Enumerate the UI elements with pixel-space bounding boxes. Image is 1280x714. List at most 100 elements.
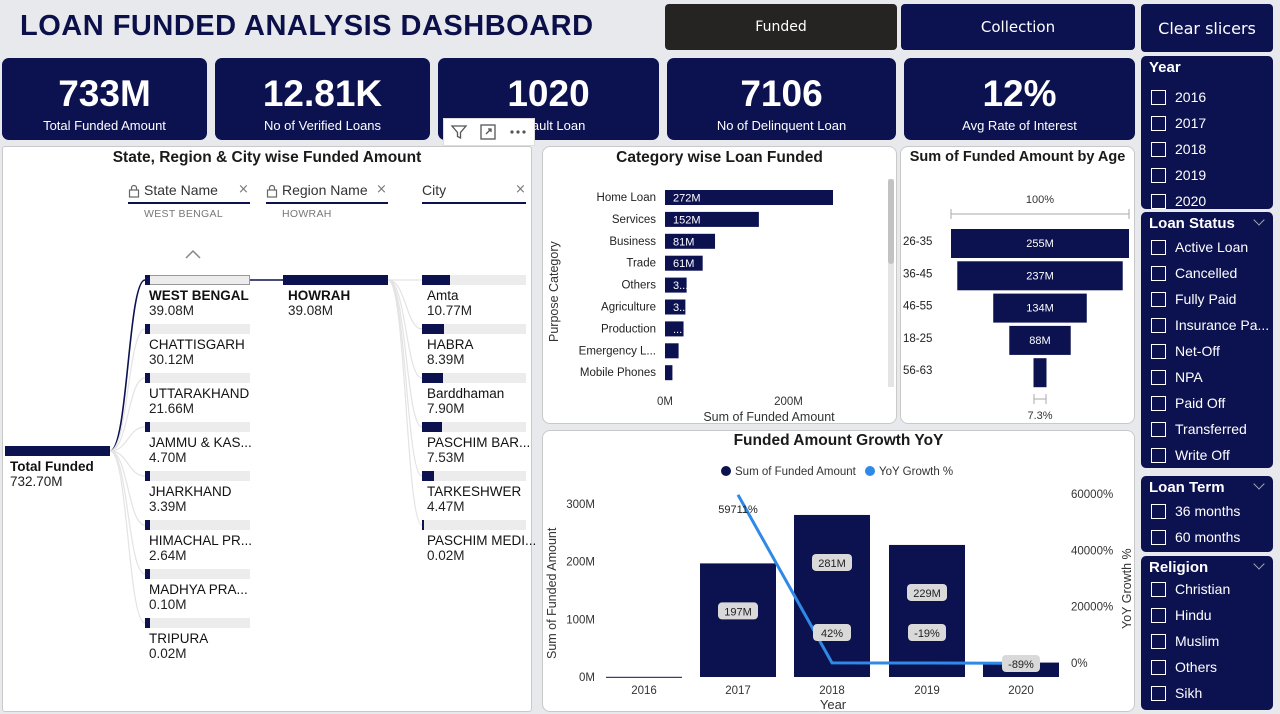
checkbox[interactable] — [1151, 421, 1166, 437]
clear-slicers-button[interactable]: Clear slicers — [1141, 4, 1273, 52]
state-bar[interactable] — [145, 275, 150, 285]
funnel-bar[interactable] — [957, 261, 1123, 291]
slicer-option[interactable]: Fully Paid — [1141, 286, 1273, 312]
funnel-bar[interactable] — [993, 293, 1087, 323]
category-bar[interactable] — [665, 343, 679, 359]
state-bar[interactable] — [145, 324, 150, 334]
state-bar-track[interactable] — [145, 471, 250, 481]
filter-icon[interactable] — [449, 122, 469, 142]
state-bar-track[interactable] — [145, 373, 250, 383]
slicer-option[interactable]: Active Loan — [1141, 234, 1273, 260]
state-bar-track[interactable] — [145, 422, 250, 432]
city-bar[interactable] — [422, 422, 442, 432]
funded-nav-button[interactable]: Funded — [665, 4, 897, 50]
city-bar-track[interactable] — [422, 324, 526, 334]
city-bar-track[interactable] — [422, 275, 526, 285]
state-bar-track[interactable] — [145, 520, 250, 530]
city-bar[interactable] — [422, 275, 450, 285]
growth-bar[interactable] — [889, 544, 965, 677]
checkbox[interactable] — [1151, 529, 1166, 545]
checkbox[interactable] — [1151, 369, 1166, 385]
checkbox[interactable] — [1151, 685, 1166, 701]
growth-bar[interactable] — [606, 676, 682, 678]
checkbox[interactable] — [1151, 239, 1166, 255]
slicer-option[interactable]: 60 months — [1141, 524, 1273, 550]
slicer-option[interactable]: Transferred — [1141, 416, 1273, 442]
collection-nav-button[interactable]: Collection — [901, 4, 1135, 50]
city-bar-track[interactable] — [422, 373, 526, 383]
slicer-option[interactable]: Others — [1141, 654, 1273, 680]
slicer-option[interactable]: 2019 — [1141, 162, 1273, 188]
state-bar-track[interactable] — [145, 275, 250, 285]
remove-level-icon[interactable]: × — [376, 182, 387, 197]
category-bar[interactable] — [665, 277, 687, 293]
root-bar[interactable] — [5, 446, 110, 456]
checkbox[interactable] — [1151, 291, 1166, 307]
growth-bar[interactable] — [794, 514, 870, 677]
category-bar[interactable] — [665, 211, 759, 227]
slicer-option[interactable]: Insurance Pa... — [1141, 312, 1273, 338]
state-bar[interactable] — [145, 373, 150, 383]
yoy-growth-line[interactable] — [736, 494, 1022, 665]
state-bar-track[interactable] — [145, 324, 250, 334]
city-bar[interactable] — [422, 373, 443, 383]
checkbox[interactable] — [1151, 503, 1166, 519]
checkbox[interactable] — [1151, 447, 1166, 463]
checkbox[interactable] — [1151, 317, 1166, 333]
category-bar[interactable] — [665, 190, 833, 205]
slicer-option[interactable]: Muslim — [1141, 628, 1273, 654]
checkbox[interactable] — [1151, 659, 1166, 675]
slicer-option[interactable]: Christian — [1141, 576, 1273, 602]
slicer-option[interactable]: 2018 — [1141, 136, 1273, 162]
checkbox[interactable] — [1151, 343, 1166, 359]
city-bar-track[interactable] — [422, 422, 526, 432]
funnel-bar[interactable] — [1033, 358, 1047, 388]
slicer-option[interactable]: Hindu — [1141, 602, 1273, 628]
slicer-option[interactable]: NPA — [1141, 364, 1273, 390]
state-bar[interactable] — [145, 618, 150, 628]
scroll-up-chevron-icon[interactable] — [184, 248, 202, 260]
state-bar[interactable] — [145, 569, 150, 579]
city-bar-track[interactable] — [422, 520, 526, 530]
category-bar[interactable] — [665, 299, 686, 315]
state-bar[interactable] — [145, 471, 150, 481]
category-bar[interactable] — [665, 255, 703, 271]
city-bar[interactable] — [422, 520, 424, 530]
more-options-icon[interactable] — [507, 122, 529, 142]
slicer-option[interactable]: Sikh — [1141, 680, 1273, 706]
slicer-option[interactable]: Cancelled — [1141, 260, 1273, 286]
city-bar[interactable] — [422, 471, 434, 481]
city-bar[interactable] — [422, 324, 444, 334]
checkbox[interactable] — [1151, 395, 1166, 411]
checkbox[interactable] — [1151, 89, 1166, 105]
state-bar[interactable] — [145, 520, 150, 530]
checkbox[interactable] — [1151, 633, 1166, 649]
checkbox[interactable] — [1151, 115, 1166, 131]
slicer-option[interactable]: Write Off — [1141, 442, 1273, 468]
category-bar[interactable] — [665, 233, 716, 249]
remove-level-icon[interactable]: × — [238, 182, 249, 197]
city-bar-track[interactable] — [422, 471, 526, 481]
checkbox[interactable] — [1151, 193, 1166, 209]
slicer-option[interactable]: Net-Off — [1141, 338, 1273, 364]
region-node-bar[interactable] — [283, 275, 388, 285]
remove-level-icon[interactable]: × — [515, 182, 526, 197]
category-bar[interactable] — [665, 321, 684, 337]
category-bar[interactable] — [665, 365, 673, 381]
checkbox[interactable] — [1151, 581, 1166, 597]
slicer-option[interactable]: 2020 — [1141, 188, 1273, 214]
state-bar[interactable] — [145, 422, 150, 432]
category-scrollbar-thumb[interactable] — [888, 179, 894, 264]
slicer-option[interactable]: 2017 — [1141, 110, 1273, 136]
checkbox[interactable] — [1151, 607, 1166, 623]
slicer-option[interactable]: Paid Off — [1141, 390, 1273, 416]
funnel-bar[interactable] — [951, 229, 1129, 258]
checkbox[interactable] — [1151, 141, 1166, 157]
state-bar-track[interactable] — [145, 618, 250, 628]
state-bar-track[interactable] — [145, 569, 250, 579]
checkbox[interactable] — [1151, 265, 1166, 281]
growth-bar[interactable] — [700, 563, 776, 677]
slicer-option[interactable]: 2016 — [1141, 84, 1273, 110]
slicer-option[interactable]: 36 months — [1141, 498, 1273, 524]
focus-mode-icon[interactable] — [478, 122, 498, 142]
